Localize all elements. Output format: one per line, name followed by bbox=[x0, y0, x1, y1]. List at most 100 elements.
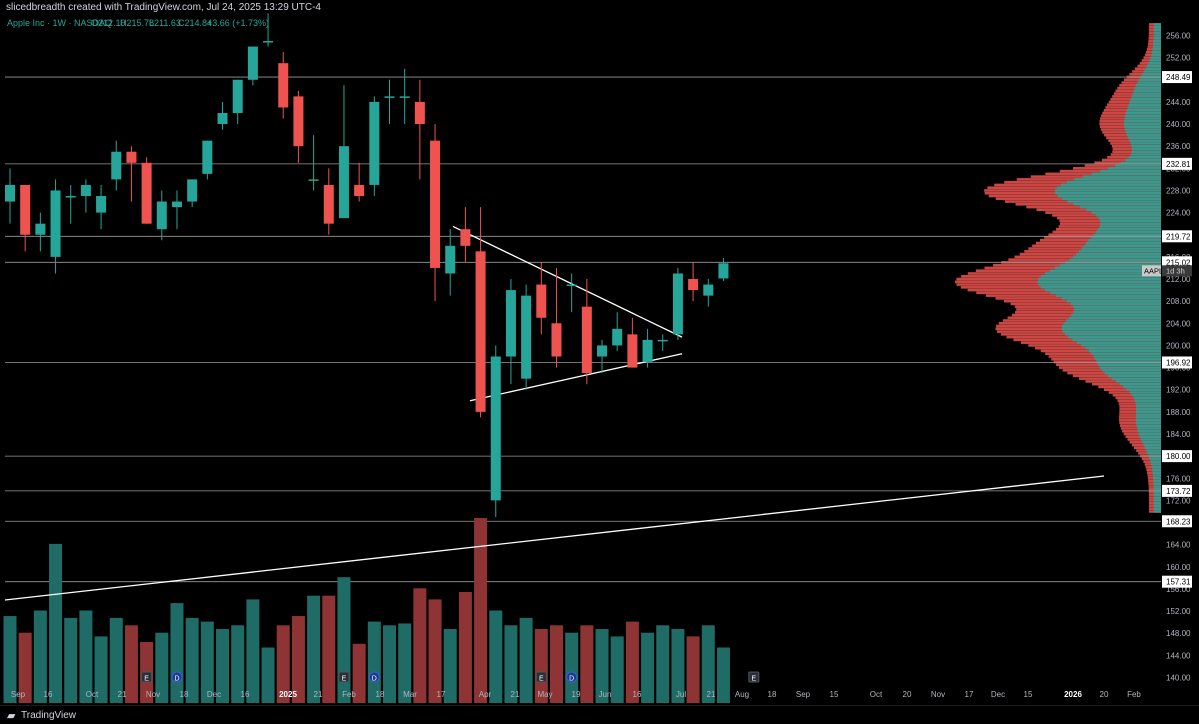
profile-bar-up bbox=[1071, 313, 1161, 317]
time-tick-label: Apr bbox=[479, 690, 492, 699]
profile-bar-up bbox=[1056, 186, 1161, 189]
profile-bar-up bbox=[1153, 496, 1161, 499]
profile-bar-up bbox=[1131, 393, 1161, 397]
profile-bar-up bbox=[1129, 391, 1161, 394]
profile-bar-up bbox=[1140, 438, 1161, 441]
price-axis: 140.00 144.00 148.00 152.00 156.00 160.00 164.… bbox=[1142, 32, 1192, 683]
profile-bar-up bbox=[1151, 53, 1161, 57]
profile-bar-up bbox=[1083, 244, 1161, 248]
volume-bar bbox=[367, 621, 381, 703]
volume-bar bbox=[641, 632, 655, 703]
profile-bar-up bbox=[1124, 117, 1161, 120]
profile-bar-up bbox=[1068, 335, 1161, 339]
profile-bar-up bbox=[1153, 499, 1161, 502]
profile-bar-up bbox=[1151, 465, 1161, 469]
profile-bar-up bbox=[1133, 396, 1161, 400]
price-tick-label: 252.00 bbox=[1166, 54, 1191, 63]
volume-bar bbox=[565, 632, 579, 703]
price-chart[interactable]: E D E D E D E 140.00 144.00 148.00 152.00 156.00 16… bbox=[0, 0, 1199, 705]
profile-bar-up bbox=[1135, 405, 1161, 408]
candle-body bbox=[384, 96, 395, 98]
candle-body bbox=[293, 96, 304, 147]
time-tick-label: 19 bbox=[572, 690, 581, 699]
profile-bar-up bbox=[1098, 227, 1161, 231]
time-tick-label: 2025 bbox=[279, 690, 297, 699]
volume-bar bbox=[519, 617, 533, 703]
volume-bar bbox=[291, 616, 305, 703]
profile-bar-up bbox=[1057, 194, 1161, 198]
candle-body bbox=[627, 334, 638, 368]
price-tick-label: 236.00 bbox=[1166, 142, 1191, 151]
level-price-box bbox=[1162, 356, 1192, 369]
profile-bar-up bbox=[1062, 324, 1161, 328]
profile-bar-up bbox=[1061, 297, 1161, 300]
level-price-box bbox=[1162, 450, 1192, 463]
volume-bar bbox=[701, 625, 715, 703]
candle-body bbox=[672, 273, 683, 335]
price-tick-label: 228.00 bbox=[1166, 186, 1191, 195]
price-tick-label: 204.00 bbox=[1166, 319, 1191, 328]
tradingview-logo-icon: ▰ bbox=[7, 710, 16, 722]
candle-body bbox=[460, 229, 471, 246]
profile-bar-up bbox=[1091, 352, 1161, 356]
event-label: E bbox=[144, 676, 149, 683]
dividend-marker bbox=[566, 671, 578, 683]
profile-bar-up bbox=[1099, 225, 1161, 228]
legend-high: H215.78 bbox=[120, 18, 154, 28]
profile-bar-up bbox=[1145, 67, 1161, 71]
legend-change: +3.66 (+1.73%) bbox=[207, 18, 269, 28]
volume-bar bbox=[3, 616, 17, 703]
volume-bar bbox=[504, 625, 518, 703]
price-tick-label: 184.00 bbox=[1166, 430, 1191, 439]
time-tick-label: 20 bbox=[903, 690, 912, 699]
profile-bar-up bbox=[1104, 371, 1161, 375]
time-tick-label: May bbox=[537, 690, 552, 699]
profile-bar-up bbox=[1153, 493, 1161, 497]
profile-bar-up bbox=[1066, 180, 1161, 184]
volume-profile bbox=[954, 23, 1161, 513]
long-trendline bbox=[4, 475, 1105, 601]
profile-bar-up bbox=[1055, 266, 1161, 270]
profile-bar-up bbox=[1086, 208, 1161, 212]
profile-bar-up bbox=[1153, 485, 1161, 488]
profile-bar-up bbox=[1076, 341, 1161, 344]
profile-bar-up bbox=[1135, 402, 1161, 405]
profile-bar-up bbox=[1128, 136, 1161, 140]
volume-bar bbox=[398, 623, 412, 703]
volume-bar bbox=[64, 617, 78, 703]
candle-body bbox=[338, 146, 349, 219]
time-tick-label: 16 bbox=[241, 690, 250, 699]
profile-bar-up bbox=[1126, 133, 1161, 137]
profile-bar-up bbox=[1121, 161, 1161, 165]
level-price-label: 196.92 bbox=[1166, 358, 1191, 367]
profile-bar-up bbox=[1060, 263, 1161, 267]
profile-bar-up bbox=[1093, 233, 1161, 237]
profile-bar-up bbox=[1127, 106, 1161, 109]
profile-bar-up bbox=[1131, 150, 1161, 154]
profile-bar-up bbox=[1137, 81, 1161, 84]
volume-bar bbox=[94, 636, 108, 703]
level-price-label: 232.81 bbox=[1166, 160, 1191, 169]
profile-bar-up bbox=[1100, 222, 1161, 225]
volume-bar bbox=[534, 629, 548, 703]
profile-bar-up bbox=[1135, 418, 1161, 422]
profile-bar-up bbox=[1067, 200, 1161, 203]
symbol-tag bbox=[1142, 265, 1161, 277]
candle-body bbox=[521, 295, 532, 379]
volume-bar bbox=[49, 543, 63, 703]
volume-bar bbox=[383, 625, 396, 703]
profile-bar-up bbox=[1086, 241, 1161, 245]
price-tick-label: 156.00 bbox=[1166, 585, 1191, 594]
profile-bar-up bbox=[1152, 45, 1161, 48]
legend-low: L211.63 bbox=[149, 18, 181, 28]
profile-bar-up bbox=[1073, 203, 1161, 206]
event-label: D bbox=[372, 676, 377, 683]
profile-bar-up bbox=[1139, 435, 1161, 439]
candle-body bbox=[414, 101, 425, 125]
candle-body bbox=[308, 179, 319, 181]
price-tick-label: 240.00 bbox=[1166, 120, 1191, 129]
profile-bar-up bbox=[1124, 122, 1161, 126]
profile-bar-up bbox=[1082, 175, 1161, 178]
candle-body bbox=[490, 356, 501, 501]
volume-bar bbox=[671, 629, 685, 703]
